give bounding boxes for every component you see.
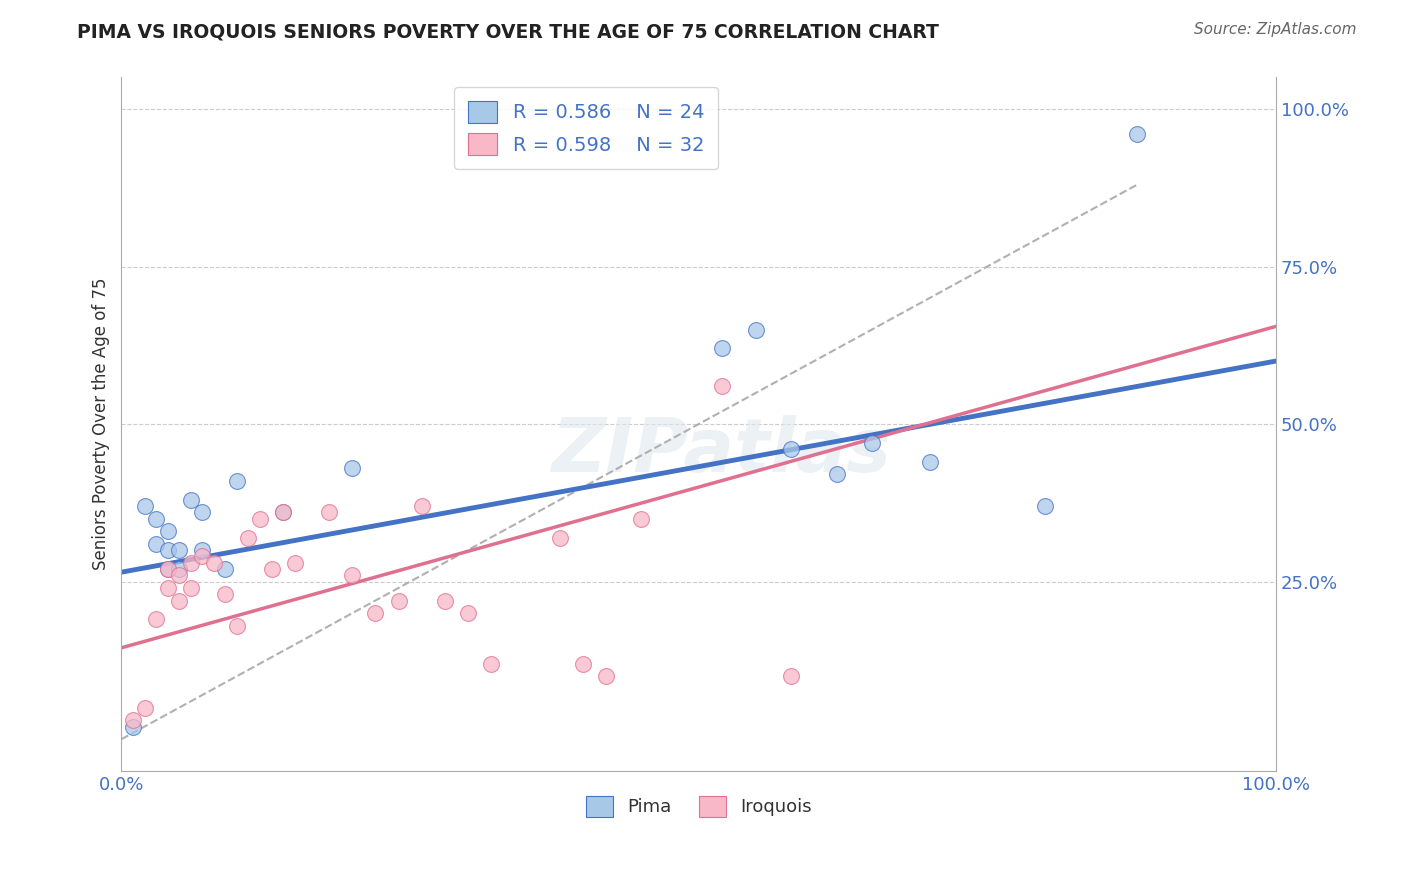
Text: ZIPatlas: ZIPatlas xyxy=(551,416,891,488)
Point xyxy=(156,524,179,539)
Point xyxy=(364,606,387,620)
Point xyxy=(145,511,167,525)
Point xyxy=(860,436,883,450)
Point xyxy=(167,543,190,558)
Point xyxy=(191,505,214,519)
Point xyxy=(191,543,214,558)
Point xyxy=(225,474,247,488)
Point xyxy=(1126,127,1149,141)
Point xyxy=(134,700,156,714)
Point xyxy=(238,531,260,545)
Point xyxy=(134,499,156,513)
Point xyxy=(780,442,803,457)
Point xyxy=(387,593,409,607)
Point xyxy=(260,562,283,576)
Text: Source: ZipAtlas.com: Source: ZipAtlas.com xyxy=(1194,22,1357,37)
Point xyxy=(457,606,479,620)
Point xyxy=(548,531,571,545)
Point xyxy=(225,619,247,633)
Point xyxy=(1033,499,1056,513)
Point xyxy=(595,669,617,683)
Point xyxy=(342,568,364,582)
Point xyxy=(156,562,179,576)
Point xyxy=(433,593,456,607)
Point xyxy=(156,543,179,558)
Point xyxy=(825,467,848,482)
Point xyxy=(156,581,179,595)
Text: PIMA VS IROQUOIS SENIORS POVERTY OVER THE AGE OF 75 CORRELATION CHART: PIMA VS IROQUOIS SENIORS POVERTY OVER TH… xyxy=(77,22,939,41)
Point xyxy=(202,556,225,570)
Point xyxy=(710,379,733,393)
Point xyxy=(180,492,202,507)
Point xyxy=(918,455,941,469)
Point xyxy=(214,562,236,576)
Point xyxy=(145,537,167,551)
Point xyxy=(572,657,595,671)
Legend: Pima, Iroquois: Pima, Iroquois xyxy=(578,789,818,824)
Point xyxy=(167,568,190,582)
Point xyxy=(191,549,214,564)
Point xyxy=(214,587,236,601)
Point xyxy=(122,713,145,727)
Point xyxy=(145,612,167,626)
Point xyxy=(167,593,190,607)
Point xyxy=(780,669,803,683)
Point xyxy=(630,511,652,525)
Point xyxy=(167,562,190,576)
Point xyxy=(411,499,433,513)
Point xyxy=(342,461,364,475)
Point xyxy=(271,505,294,519)
Point xyxy=(249,511,271,525)
Point xyxy=(156,562,179,576)
Y-axis label: Seniors Poverty Over the Age of 75: Seniors Poverty Over the Age of 75 xyxy=(93,277,110,570)
Point xyxy=(479,657,502,671)
Point xyxy=(271,505,294,519)
Point xyxy=(745,322,768,336)
Point xyxy=(180,581,202,595)
Point xyxy=(318,505,340,519)
Point xyxy=(122,720,145,734)
Point xyxy=(710,342,733,356)
Point xyxy=(180,556,202,570)
Point xyxy=(284,556,307,570)
